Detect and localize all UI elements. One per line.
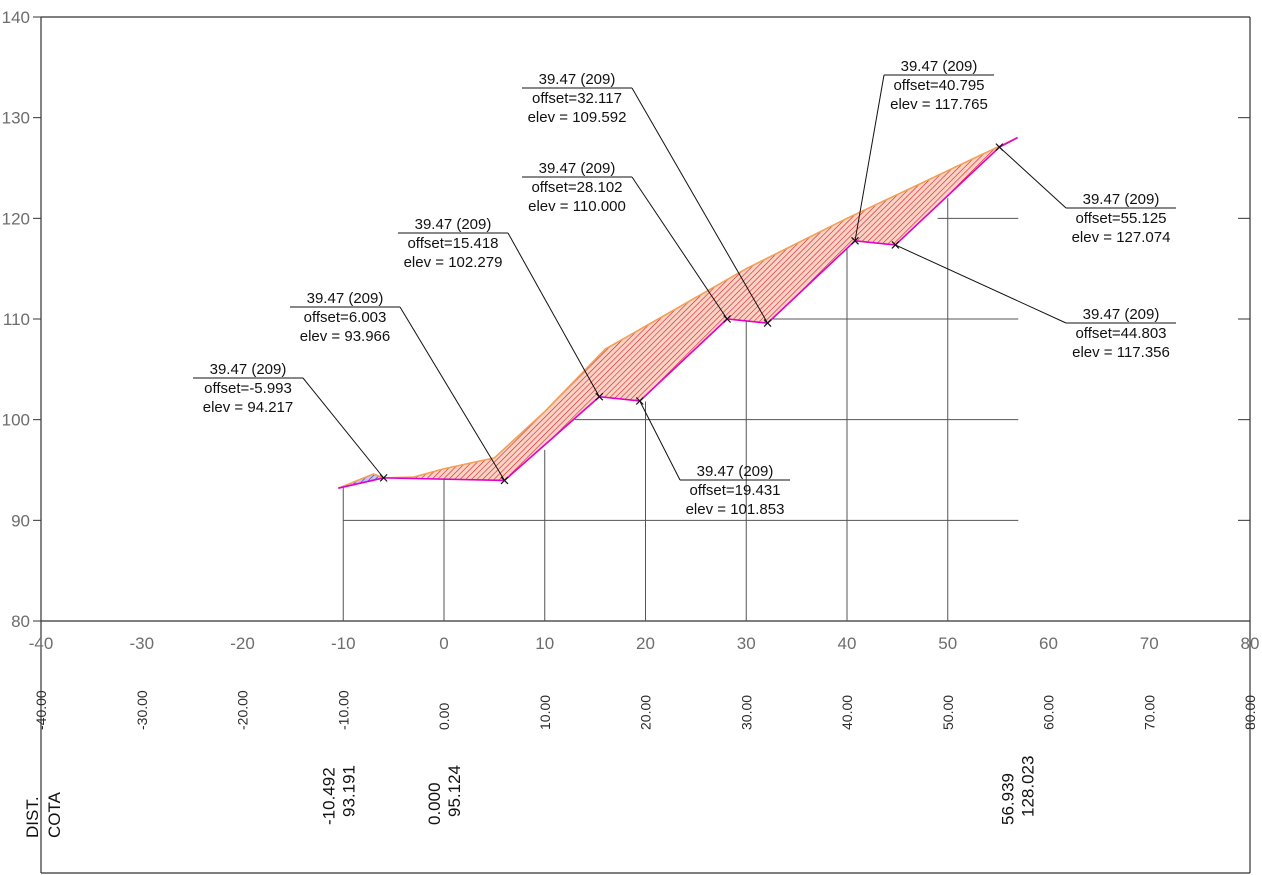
offset-band-label: 60.00 (1041, 695, 1057, 730)
point-label: 39.47 (209) (1083, 191, 1160, 208)
point-callout: 39.47 (209) offset=6.003 elev = 93.966 (290, 290, 509, 485)
offset-band-label: 20.00 (638, 695, 654, 730)
dist-value: 0.000 (425, 782, 444, 825)
point-label: 39.47 (209) (415, 216, 492, 233)
cota-value: 93.191 (339, 765, 358, 817)
offset-band-label: 50.00 (940, 695, 956, 730)
x-tick-label: 20 (636, 634, 655, 653)
point-label: 39.47 (209) (210, 361, 287, 378)
offset-band-label: -30.00 (134, 690, 150, 730)
ground-profile-line (337, 136, 1019, 489)
leader-line (999, 146, 1067, 209)
point-label: 39.47 (209) (307, 290, 384, 307)
x-tick-label: 0 (439, 634, 448, 653)
leader-line (399, 306, 505, 481)
x-axis-ticks: -40 -30 -20 -10 0 10 20 30 40 50 60 70 80 (29, 634, 1260, 653)
x-tick-label: 80 (1241, 634, 1260, 653)
point-callout: 39.47 (209) offset=-5.993 elev = 94.217 (193, 361, 388, 482)
offset-band-label: -20.00 (235, 690, 251, 730)
point-offset: offset=32.117 (532, 90, 622, 107)
x-tick-label: -20 (230, 634, 255, 653)
point-callout: 39.47 (209) offset=55.125 elev = 127.074 (995, 143, 1176, 246)
x-tick-label: -40 (29, 634, 54, 653)
y-tick-label: 100 (2, 411, 30, 430)
x-tick-label: 30 (737, 634, 756, 653)
offset-band-label: 30.00 (738, 695, 754, 730)
leader-line (631, 176, 728, 320)
point-elev: elev = 94.217 (203, 399, 294, 416)
point-label: 39.47 (209) (901, 58, 978, 75)
leader-line (631, 87, 769, 324)
y-tick-label: 120 (2, 209, 30, 228)
point-elev: elev = 110.000 (528, 198, 626, 215)
x-tick-label: 50 (938, 634, 957, 653)
point-label: 39.47 (209) (697, 463, 774, 480)
point-offset: offset=40.795 (893, 77, 984, 94)
point-callout: 39.47 (209) offset=19.431 elev = 101.853 (635, 397, 790, 518)
x-tick-label: 60 (1039, 634, 1058, 653)
offset-band-label: 0.00 (436, 703, 452, 730)
offset-band-label: -10.00 (335, 690, 351, 730)
point-offset: offset=28.102 (531, 179, 622, 196)
point-offset: offset=-5.993 (204, 380, 292, 397)
point-elev: elev = 93.966 (300, 328, 391, 345)
leader-line (639, 400, 681, 481)
x-tick-label: -30 (129, 634, 154, 653)
x-tick-label: 40 (838, 634, 857, 653)
row-label-dist: DIST. (23, 796, 42, 838)
y-tick-label: 110 (3, 310, 30, 329)
point-callout: 39.47 (209) offset=15.418 elev = 102.279 (398, 216, 604, 401)
point-offset: offset=15.418 (407, 235, 498, 252)
offset-band-label: 80.00 (1242, 695, 1258, 730)
dist-value: -10.492 (319, 767, 338, 825)
point-offset: offset=6.003 (304, 309, 387, 326)
leader-line (854, 74, 885, 241)
row-label-cota: COTA (45, 791, 64, 838)
point-label: 39.47 (209) (1083, 306, 1160, 323)
cota-value: 95.124 (445, 765, 464, 817)
point-callout: 39.47 (209) offset=40.795 elev = 117.765 (851, 58, 994, 245)
point-elev: elev = 127.074 (1072, 229, 1171, 246)
y-tick-label: 80 (11, 612, 30, 631)
point-callout: 39.47 (209) offset=44.803 elev = 117.356 (891, 241, 1176, 361)
x-tick-label: -10 (331, 634, 356, 653)
offset-band: -40.00 -30.00 -20.00 -10.00 0.00 10.00 20.00 30… (33, 690, 1258, 730)
fill-area (338, 474, 384, 489)
point-elev: elev = 109.592 (528, 109, 627, 126)
point-callout: 39.47 (209) offset=32.117 elev = 109.592 (522, 71, 772, 328)
offset-band-label: -40.00 (33, 690, 49, 730)
y-axis-ticks: 80 90 100 110 120 130 140 (2, 8, 1250, 631)
cut-fill-areas (338, 137, 1018, 489)
cota-value: 128.023 (1019, 756, 1038, 817)
leader-line (302, 377, 385, 479)
y-tick-label: 90 (11, 511, 30, 530)
point-elev: elev = 117.765 (890, 96, 988, 113)
point-offset: offset=55.125 (1075, 210, 1166, 227)
y-tick-label: 140 (2, 8, 30, 27)
dist-cota-band: DIST. COTA -10.492 93.191 0.000 95.124 56.93… (23, 756, 1038, 838)
point-offset: offset=44.803 (1075, 325, 1166, 342)
point-label: 39.47 (209) (539, 160, 616, 177)
dist-value: 56.939 (999, 773, 1018, 825)
leader-line (895, 244, 1067, 324)
point-offset: offset=19.431 (689, 482, 780, 499)
y-tick-label: 130 (2, 109, 30, 128)
leader-line (507, 232, 600, 397)
point-callout: 39.47 (209) offset=28.102 elev = 110.000 (522, 160, 732, 323)
point-elev: elev = 117.356 (1072, 344, 1170, 361)
offset-band-label: 70.00 (1141, 695, 1157, 730)
x-tick-label: 70 (1140, 634, 1159, 653)
point-elev: elev = 102.279 (404, 254, 503, 271)
point-label: 39.47 (209) (539, 71, 616, 88)
x-tick-label: 10 (535, 634, 554, 653)
cut-area (383, 137, 1018, 481)
offset-band-label: 10.00 (537, 695, 553, 730)
offset-band-label: 40.00 (839, 695, 855, 730)
point-elev: elev = 101.853 (686, 501, 785, 518)
